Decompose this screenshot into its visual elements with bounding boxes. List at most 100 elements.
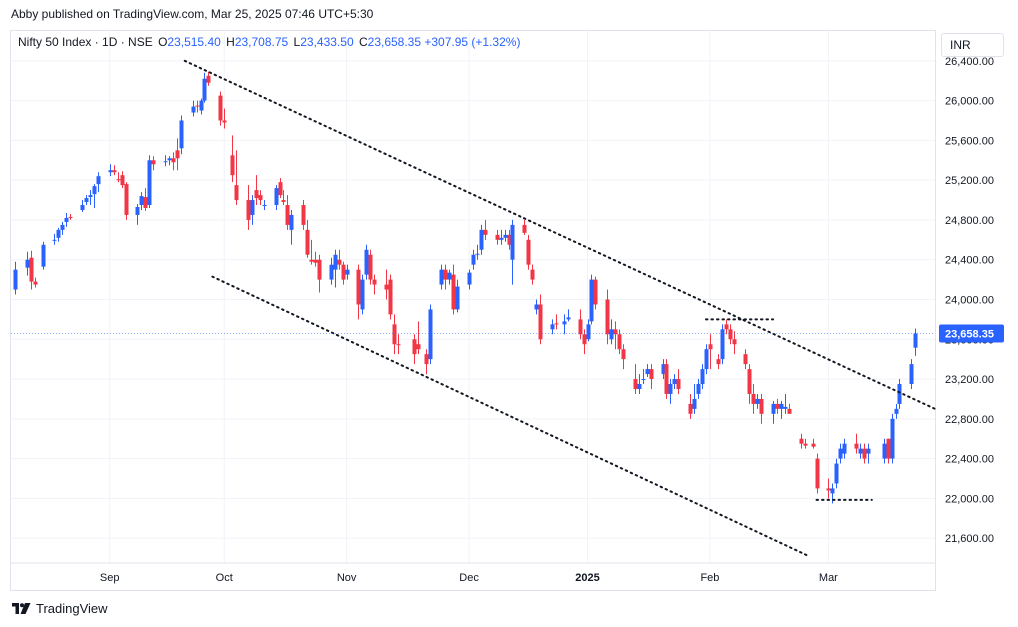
candle-body[interactable]: [692, 398, 697, 409]
candle-body[interactable]: [163, 161, 168, 163]
candle-body[interactable]: [609, 329, 614, 340]
candle-body[interactable]: [52, 239, 57, 241]
candle-body[interactable]: [396, 344, 401, 346]
candle-body[interactable]: [538, 304, 543, 340]
candle-body[interactable]: [613, 329, 618, 335]
candle-body[interactable]: [799, 438, 804, 444]
candle-body[interactable]: [510, 224, 515, 260]
candle-body[interactable]: [337, 259, 342, 265]
candle-body[interactable]: [285, 205, 290, 225]
candle-body[interactable]: [143, 197, 148, 209]
candle-body[interactable]: [29, 257, 34, 282]
candle-body[interactable]: [135, 207, 140, 215]
footer-brand[interactable]: TradingView: [12, 601, 108, 616]
candle-body[interactable]: [416, 344, 421, 350]
candle-body[interactable]: [341, 264, 346, 280]
candle-body[interactable]: [866, 448, 871, 454]
candle-body[interactable]: [108, 170, 113, 173]
candle-body[interactable]: [254, 190, 259, 199]
candle-body[interactable]: [80, 205, 85, 210]
currency-selector[interactable]: INR: [941, 33, 1004, 57]
candle-body[interactable]: [732, 339, 737, 345]
candle-body[interactable]: [582, 334, 587, 345]
candle-body[interactable]: [139, 196, 144, 206]
candle-body[interactable]: [811, 443, 816, 447]
candle-body[interactable]: [56, 229, 61, 238]
candle-body[interactable]: [522, 224, 527, 233]
candle-body[interactable]: [364, 249, 369, 275]
candle-body[interactable]: [96, 176, 101, 185]
candle-body[interactable]: [206, 75, 211, 83]
candle-body[interactable]: [530, 269, 535, 280]
candle-body[interactable]: [483, 229, 488, 235]
candle-body[interactable]: [779, 403, 784, 409]
candle-body[interactable]: [688, 403, 693, 414]
candle-body[interactable]: [25, 259, 30, 268]
candle-body[interactable]: [199, 100, 204, 111]
candle-body[interactable]: [562, 321, 567, 325]
candle-body[interactable]: [641, 379, 646, 381]
candle-body[interactable]: [696, 384, 701, 394]
candle-body[interactable]: [894, 408, 899, 414]
candle-body[interactable]: [167, 158, 172, 161]
candle-body[interactable]: [230, 155, 235, 176]
candle-body[interactable]: [803, 443, 808, 446]
candle-body[interactable]: [120, 175, 125, 186]
candle-body[interactable]: [455, 286, 460, 310]
candle-body[interactable]: [309, 259, 314, 262]
candle-body[interactable]: [668, 384, 673, 394]
candle-body[interactable]: [755, 398, 760, 404]
dotted-trendline[interactable]: [211, 275, 810, 558]
candle-body[interactable]: [503, 234, 508, 238]
candle-body[interactable]: [633, 379, 638, 389]
candle-body[interactable]: [467, 272, 472, 285]
candle-body[interactable]: [743, 354, 748, 365]
candle-body[interactable]: [593, 279, 598, 305]
candle-body[interactable]: [617, 334, 622, 350]
candle-body[interactable]: [372, 279, 377, 285]
candle-body[interactable]: [147, 160, 152, 206]
candle-body[interactable]: [112, 170, 117, 173]
candle-body[interactable]: [913, 333, 918, 348]
candle-body[interactable]: [621, 349, 626, 360]
candle-body[interactable]: [661, 364, 666, 375]
candle-body[interactable]: [195, 105, 200, 107]
candle-body[interactable]: [909, 364, 914, 385]
candle-body[interactable]: [471, 254, 476, 265]
candle-body[interactable]: [447, 272, 452, 280]
candle-body[interactable]: [815, 458, 820, 489]
candle-body[interactable]: [439, 269, 444, 285]
candle-body[interactable]: [704, 349, 709, 370]
candle-body[interactable]: [751, 393, 756, 404]
candle-body[interactable]: [175, 150, 180, 159]
candle-body[interactable]: [368, 254, 373, 280]
symbol-title[interactable]: Nifty 50 Index · 1D · NSE: [18, 35, 153, 49]
candle-body[interactable]: [664, 364, 669, 394]
candle-body[interactable]: [495, 234, 500, 240]
candle-body[interactable]: [783, 406, 788, 409]
candle-body[interactable]: [84, 198, 89, 203]
candle-body[interactable]: [672, 379, 677, 385]
candle-body[interactable]: [728, 329, 733, 340]
candle-body[interactable]: [771, 403, 776, 414]
candle-body[interactable]: [412, 339, 417, 355]
candle-body[interactable]: [724, 324, 729, 330]
candle-body[interactable]: [882, 443, 887, 459]
candle-body[interactable]: [222, 120, 227, 123]
candle-body[interactable]: [388, 279, 393, 315]
candle-body[interactable]: [64, 217, 69, 222]
candle-body[interactable]: [842, 443, 847, 454]
candle-body[interactable]: [68, 216, 73, 218]
candle-body[interactable]: [345, 269, 350, 275]
candle-body[interactable]: [554, 323, 559, 325]
candle-body[interactable]: [862, 448, 867, 459]
candle-body[interactable]: [384, 284, 389, 290]
candle-body[interactable]: [289, 214, 294, 230]
candle-body[interactable]: [775, 403, 780, 409]
candle-body[interactable]: [41, 244, 46, 267]
candle-body[interactable]: [605, 299, 610, 335]
candle-body[interactable]: [33, 281, 38, 285]
chart-frame[interactable]: [10, 30, 936, 591]
candle-body[interactable]: [278, 182, 283, 196]
candle-body[interactable]: [838, 448, 843, 459]
